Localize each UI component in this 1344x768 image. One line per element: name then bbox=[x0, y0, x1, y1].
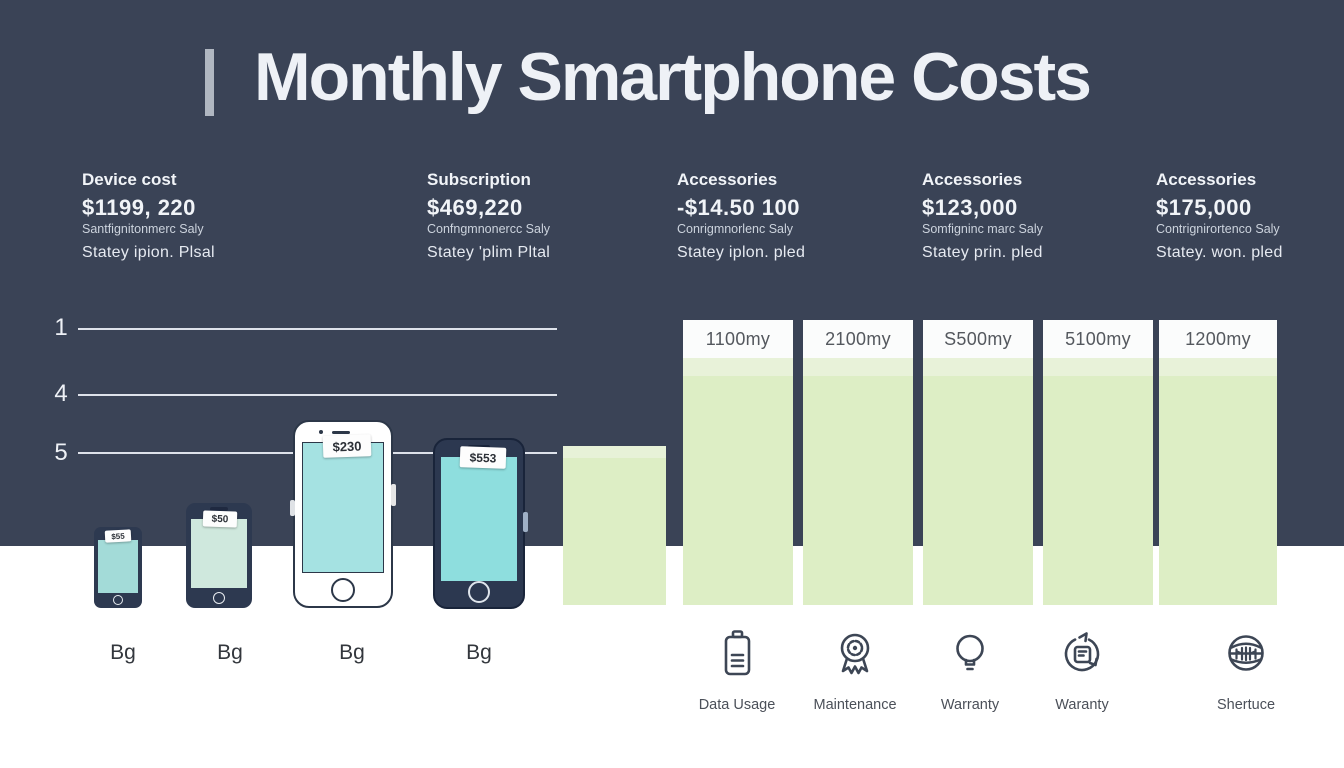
phone-screen bbox=[98, 540, 138, 593]
phone-caption: Bg bbox=[217, 641, 243, 664]
legend-item-data-usage: Data Usage bbox=[672, 627, 802, 713]
maintenance-icon bbox=[840, 633, 870, 675]
stat-column-accessories-3: Accessories $175,000 Contrignirortenco S… bbox=[1156, 170, 1341, 262]
stat-heading: Accessories bbox=[677, 170, 778, 189]
stat-note: Statey ipion. Plsal bbox=[82, 244, 215, 261]
bar-label: S500my bbox=[944, 328, 1012, 349]
stat-heading: Accessories bbox=[922, 170, 1023, 189]
phone-caption: Bg bbox=[339, 641, 365, 664]
gridline-4 bbox=[78, 394, 557, 396]
legend-label: Data Usage bbox=[698, 697, 776, 713]
side-button bbox=[290, 500, 295, 516]
price-tag: $55 bbox=[104, 529, 132, 543]
stat-heading: Device cost bbox=[82, 170, 177, 189]
stat-value: $175,000 bbox=[1156, 195, 1252, 220]
stat-subtext: Santfignitonmerc Saly bbox=[82, 222, 204, 236]
stat-note: Statey prin. pled bbox=[922, 244, 1043, 261]
stat-value: $123,000 bbox=[922, 195, 1018, 220]
warranty-icon bbox=[956, 634, 984, 671]
stat-value: $469,220 bbox=[427, 195, 523, 220]
phone-screen bbox=[191, 519, 247, 588]
bar-1: 1100my bbox=[683, 320, 793, 605]
legend-label: Warranty bbox=[940, 697, 1000, 713]
shertuce-icon bbox=[1228, 635, 1264, 671]
phone-small: $55 bbox=[94, 527, 142, 608]
stat-value: $1199, 220 bbox=[82, 195, 196, 220]
speaker-bar bbox=[332, 431, 350, 434]
home-button bbox=[468, 581, 490, 603]
stat-value: -$14.50 100 bbox=[677, 195, 800, 220]
gridline-1 bbox=[78, 328, 557, 330]
home-button bbox=[331, 578, 355, 602]
stat-column-device-cost: Device cost $1199, 220 Santfignitonmerc … bbox=[82, 170, 362, 262]
price-tag: $553 bbox=[459, 446, 507, 469]
legend-item-waranty: Waranty bbox=[1017, 627, 1147, 713]
stat-note: Statey iplon. pled bbox=[677, 244, 806, 261]
stat-subtext: Somfigninc marc Saly bbox=[922, 222, 1043, 236]
legend-item-warranty: Warranty bbox=[905, 627, 1035, 713]
stat-heading: Accessories bbox=[1156, 170, 1257, 189]
waranty-icon bbox=[1064, 632, 1100, 672]
phone-medium: $50 bbox=[186, 503, 252, 608]
home-button bbox=[113, 595, 123, 605]
data-usage-icon bbox=[724, 630, 751, 676]
phone-large-dark: $553 bbox=[433, 438, 528, 609]
legend-label: Maintenance bbox=[813, 697, 897, 713]
camera-dot bbox=[319, 430, 323, 434]
stat-column-accessories-2: Accessories $123,000 Somfigninc marc Sal… bbox=[922, 170, 1202, 262]
axis-tick-4: 4 bbox=[54, 380, 68, 407]
bar-3: S500my bbox=[923, 320, 1033, 605]
home-button bbox=[213, 592, 225, 604]
stat-subtext: Confngmnonercc Saly bbox=[427, 222, 550, 236]
bar-label: 5100my bbox=[1065, 328, 1131, 349]
stat-note: Statey 'plim Pltal bbox=[427, 244, 551, 261]
legend-label: Shertuce bbox=[1216, 697, 1276, 713]
side-button bbox=[523, 512, 528, 532]
bar-2: 2100my bbox=[803, 320, 913, 605]
stat-note: Statey. won. pled bbox=[1156, 244, 1283, 261]
page-title: Monthly Smartphone Costs bbox=[253, 39, 1092, 115]
bar-label: 1200my bbox=[1185, 328, 1251, 349]
price-tag: $230 bbox=[322, 434, 372, 458]
side-button bbox=[391, 484, 396, 506]
phone-caption: Bg bbox=[110, 641, 136, 664]
phone-large-white: $230 bbox=[290, 420, 396, 608]
title-accent-bar bbox=[205, 49, 214, 116]
axis-tick-5: 5 bbox=[54, 439, 68, 466]
bar-4: 5100my bbox=[1043, 320, 1153, 605]
bar-label: 2100my bbox=[825, 328, 891, 349]
bar-label: 1100my bbox=[705, 328, 771, 349]
axis-tick-1: 1 bbox=[54, 314, 68, 341]
price-tag: $50 bbox=[202, 510, 238, 528]
phone-caption: Bg bbox=[466, 641, 492, 664]
stat-subtext: Contrignirortenco Saly bbox=[1156, 222, 1280, 236]
speaker-notch bbox=[210, 507, 228, 511]
stat-heading: Subscription bbox=[427, 170, 531, 189]
stat-column-subscription: Subscription $469,220 Confngmnonercc Sal… bbox=[427, 170, 707, 262]
legend-item-maintenance: Maintenance bbox=[790, 627, 920, 713]
stat-subtext: Conrigmnorlenc Saly bbox=[677, 222, 794, 236]
stat-column-accessories-1: Accessories -$14.50 100 Conrigmnorlenc S… bbox=[677, 170, 957, 262]
legend-item-shertuce: Shertuce bbox=[1181, 627, 1311, 713]
legend-label: Waranty bbox=[1055, 697, 1109, 713]
bar-unlabeled bbox=[563, 446, 666, 605]
phone-screen bbox=[441, 457, 517, 581]
bar-5: 1200my bbox=[1159, 320, 1277, 605]
phone-screen bbox=[302, 442, 384, 573]
